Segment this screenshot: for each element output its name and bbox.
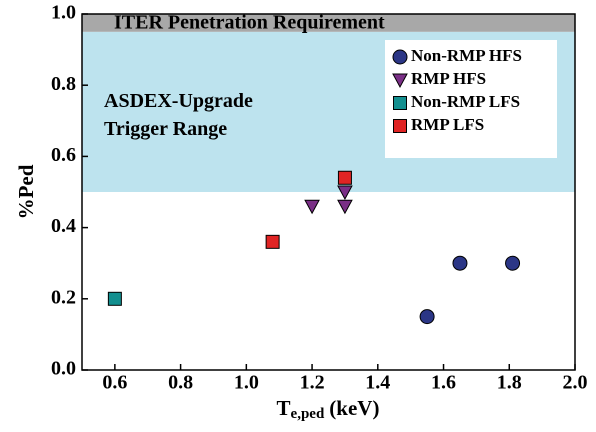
y-tick-label: 0.2 (51, 286, 76, 308)
x-axis-label-sub: e,ped (291, 406, 325, 422)
y-axis-label: %Ped (14, 164, 38, 219)
x-tick-label: 1.8 (497, 372, 522, 394)
point (107, 291, 122, 306)
x-tick-label: 0.8 (168, 372, 193, 394)
legend-marker (392, 49, 408, 65)
point (505, 255, 521, 271)
band (82, 14, 575, 32)
y-tick-label: 0.8 (51, 73, 76, 95)
band-label-line: ASDEX-Upgrade (104, 90, 253, 112)
point (265, 234, 280, 249)
point (419, 309, 435, 325)
point (304, 199, 320, 215)
band-label: ITER Penetration Requirement (114, 12, 385, 34)
legend-label: Non-RMP HFS (411, 46, 522, 65)
x-axis-label-unit: (keV) (329, 396, 379, 420)
x-tick-label: 1.4 (365, 372, 390, 394)
y-tick-label: 0.0 (51, 358, 76, 380)
point (337, 170, 352, 185)
x-tick-label: 1.0 (234, 372, 259, 394)
legend-box (385, 40, 557, 158)
point (452, 255, 468, 271)
band-label: ASDEX-Upgrade Trigger Range (104, 90, 253, 140)
band-label-line: Trigger Range (104, 118, 227, 140)
x-tick-label: 2.0 (563, 372, 588, 394)
x-axis-label: Te,ped (keV) (277, 396, 380, 423)
x-tick-label: 1.6 (431, 372, 456, 394)
point (337, 185, 353, 201)
legend-marker (393, 96, 407, 110)
y-tick-label: 0.6 (51, 144, 76, 166)
x-tick-label: 0.6 (102, 372, 127, 394)
x-axis-label-main: T (277, 396, 291, 420)
legend-marker (393, 119, 407, 133)
plot-frame (81, 13, 576, 371)
y-tick-label: 1.0 (51, 2, 76, 24)
point (337, 199, 353, 215)
legend-label: Non-RMP LFS (411, 92, 520, 111)
legend-marker (392, 73, 408, 89)
legend-label: RMP LFS (411, 115, 484, 134)
legend-label: RMP HFS (411, 69, 486, 88)
x-tick-label: 1.2 (300, 372, 325, 394)
y-tick-label: 0.4 (51, 215, 76, 237)
